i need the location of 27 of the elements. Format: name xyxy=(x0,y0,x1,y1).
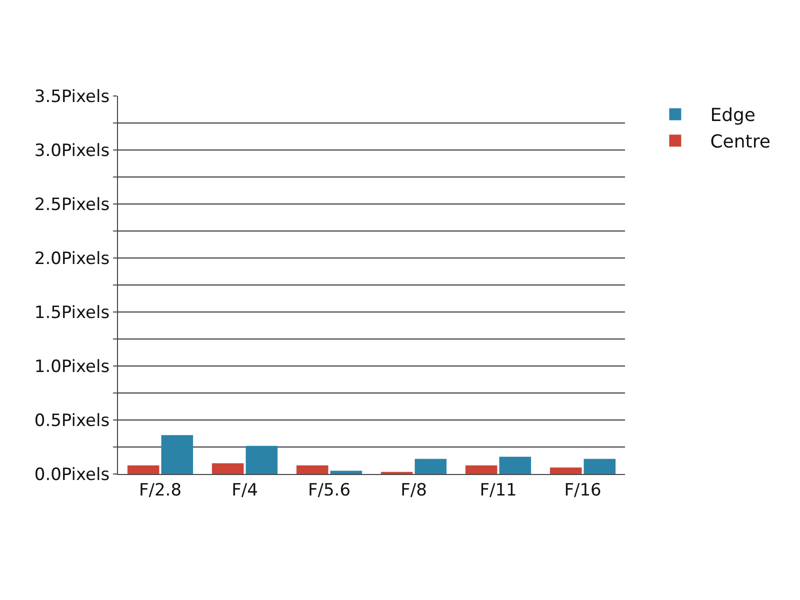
y-tick-label: 3.5Pixels xyxy=(34,86,110,107)
y-tick-label: 2.0Pixels xyxy=(34,248,110,269)
bar xyxy=(584,458,616,474)
y-tick-label: 0.5Pixels xyxy=(34,410,110,431)
bar xyxy=(465,465,498,474)
bar xyxy=(212,463,244,474)
bar xyxy=(296,465,328,474)
bar xyxy=(499,456,532,474)
y-tick-label: 0.0Pixels xyxy=(34,464,110,485)
bar xyxy=(414,458,447,474)
x-tick-label: F/16 xyxy=(564,480,602,500)
x-tick-label: F/4 xyxy=(232,480,258,500)
bar xyxy=(127,465,160,474)
x-tick-label: F/5.6 xyxy=(308,480,351,500)
bar xyxy=(161,435,194,474)
bar xyxy=(550,468,582,474)
x-tick-label: F/8 xyxy=(400,480,427,500)
x-tick-label: F/11 xyxy=(480,480,517,500)
legend-label: Edge xyxy=(710,105,756,126)
y-tick-label: 2.5Pixels xyxy=(34,194,110,215)
x-tick-label: F/2.8 xyxy=(138,480,182,500)
legend-label: Centre xyxy=(710,132,770,153)
bar xyxy=(330,470,362,474)
bar xyxy=(246,446,278,474)
y-tick-label: 3.0Pixels xyxy=(34,140,110,161)
y-tick-label: 1.5Pixels xyxy=(34,302,110,323)
y-tick-label: 1.0Pixels xyxy=(34,356,110,377)
